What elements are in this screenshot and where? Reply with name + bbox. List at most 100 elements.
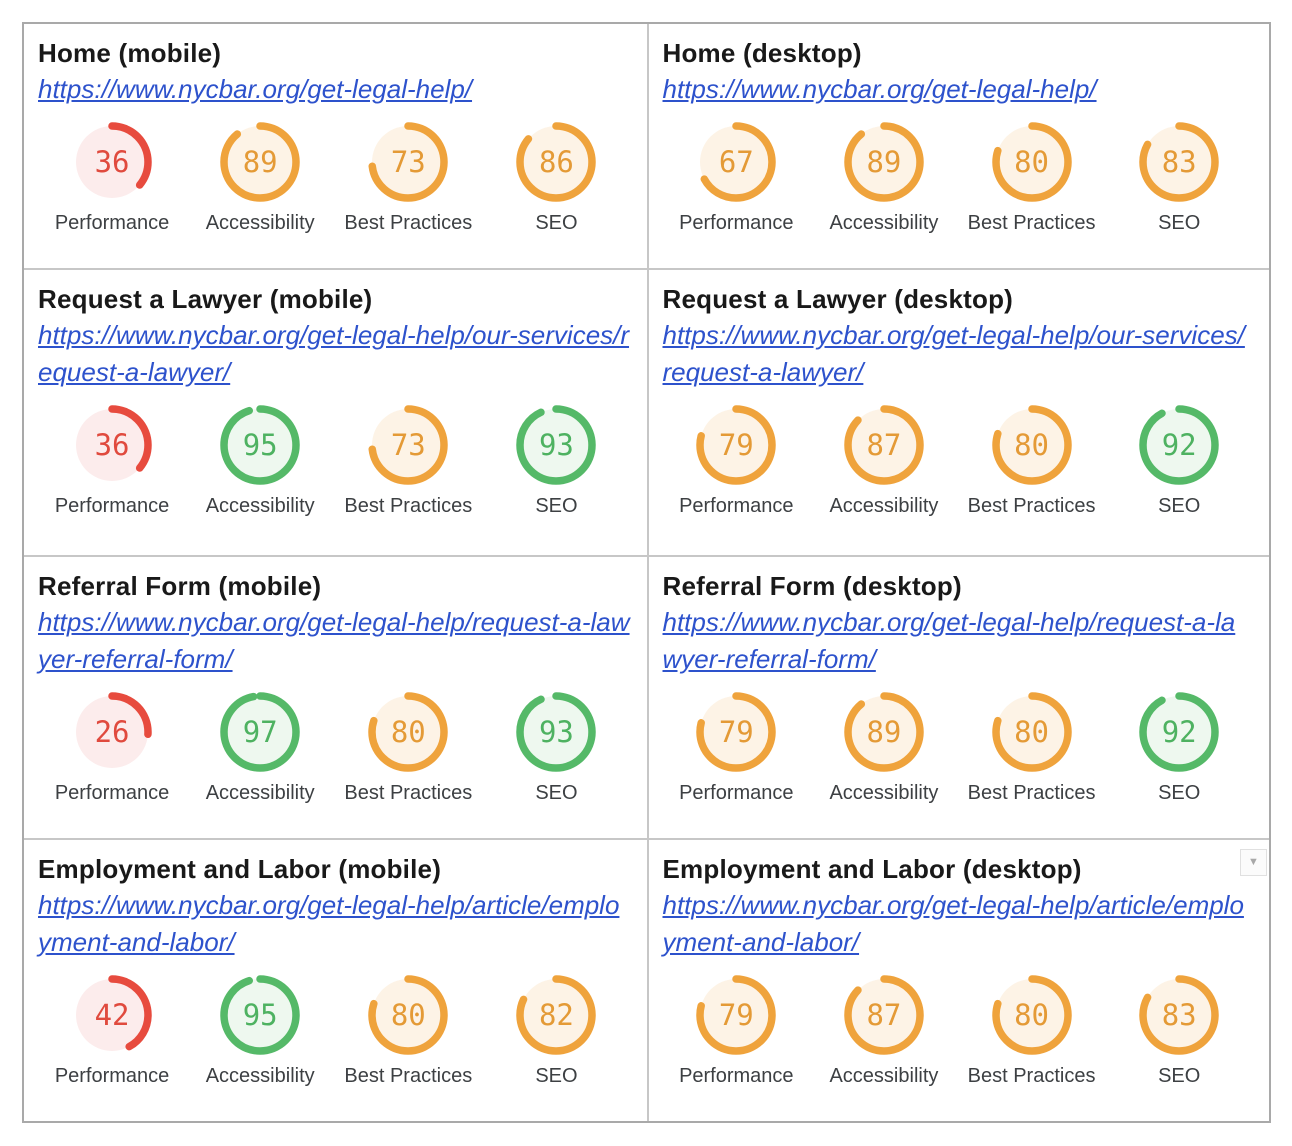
score-gauge-seo: 83	[1137, 973, 1221, 1057]
category-label: Best Practices	[967, 1065, 1096, 1087]
category-label: Best Practices	[967, 495, 1096, 517]
score-gauge-best-practices: 73	[366, 403, 450, 487]
page-url-link[interactable]: https://www.nycbar.org/get-legal-help/	[38, 74, 473, 104]
score-value: 97	[242, 714, 278, 749]
dropdown-arrow-icon: ▼	[1248, 856, 1259, 868]
score-gauge-row: 36 Performance 89 Accessibility 73 Best Pract…	[38, 120, 631, 235]
score-gauge-performance: 36	[70, 120, 154, 204]
category-label: Performance	[54, 1065, 170, 1087]
score-category-performance: 67 Performance	[663, 120, 811, 235]
report-cell: Request a Lawyer (mobile) https://www.nyc…	[24, 268, 647, 555]
score-value: 80	[1014, 714, 1050, 749]
page-url-link[interactable]: https://www.nycbar.org/get-legal-help/ar…	[38, 890, 620, 957]
score-category-seo: 86 SEO	[482, 120, 630, 235]
score-value: 87	[866, 427, 902, 462]
score-gauge-accessibility: 87	[842, 403, 926, 487]
page-title: Employment and Labor (mobile)	[38, 854, 442, 884]
score-value: 73	[390, 427, 426, 462]
score-value: 80	[1014, 427, 1050, 462]
score-gauge-seo: 93	[514, 403, 598, 487]
score-category-accessibility: 95 Accessibility	[186, 973, 334, 1088]
category-label: Best Practices	[344, 782, 473, 804]
score-value: 95	[242, 997, 278, 1032]
category-label: Accessibility	[205, 212, 315, 234]
score-gauge-performance: 26	[70, 690, 154, 774]
score-category-seo: 83 SEO	[1105, 120, 1253, 235]
score-category-accessibility: 95 Accessibility	[186, 403, 334, 518]
score-table: Home (mobile) https://www.nycbar.org/get-…	[22, 22, 1271, 1123]
category-label: Accessibility	[829, 1065, 939, 1087]
score-value: 89	[242, 144, 278, 179]
score-gauge-row: 79 Performance 87 Accessibility 80 Best Pract…	[663, 973, 1254, 1088]
page-title: Home (mobile)	[38, 38, 222, 68]
score-gauge-seo: 93	[514, 690, 598, 774]
page-url-link[interactable]: https://www.nycbar.org/get-legal-help/re…	[38, 607, 630, 674]
category-label: Best Practices	[967, 782, 1096, 804]
score-value: 95	[242, 427, 278, 462]
page-url-link[interactable]: https://www.nycbar.org/get-legal-help/	[662, 74, 1097, 104]
score-gauge-best-practices: 80	[366, 973, 450, 1057]
score-gauge-best-practices: 80	[990, 403, 1074, 487]
score-category-accessibility: 89 Accessibility	[810, 120, 958, 235]
page-url-link[interactable]: https://www.nycbar.org/get-legal-help/ou…	[662, 320, 1245, 387]
score-gauge-performance: 67	[694, 120, 778, 204]
score-category-performance: 36 Performance	[38, 403, 186, 518]
category-label: SEO	[535, 1065, 578, 1087]
score-value: 26	[94, 714, 130, 749]
category-label: Best Practices	[967, 212, 1096, 234]
score-value: 83	[1161, 997, 1197, 1032]
category-label: Performance	[679, 1065, 794, 1087]
page-title: Request a Lawyer (mobile)	[38, 284, 373, 314]
score-gauge-accessibility: 89	[842, 690, 926, 774]
category-label: Performance	[54, 495, 170, 517]
score-gauge-best-practices: 80	[990, 973, 1074, 1057]
category-label: Performance	[54, 212, 170, 234]
score-gauge-seo: 83	[1137, 120, 1221, 204]
report-cell: Home (mobile) https://www.nycbar.org/get-…	[24, 24, 647, 268]
score-value: 80	[390, 997, 426, 1032]
score-gauge-performance: 79	[694, 690, 778, 774]
score-category-best-practices: 80 Best Practices	[334, 973, 482, 1088]
score-value: 93	[538, 714, 574, 749]
score-category-best-practices: 80 Best Practices	[958, 120, 1106, 235]
category-label: SEO	[1158, 1065, 1201, 1087]
score-category-accessibility: 89 Accessibility	[810, 690, 958, 805]
score-category-performance: 79 Performance	[663, 403, 811, 518]
dropdown-button[interactable]: ▼	[1240, 849, 1267, 876]
score-gauge-performance: 79	[694, 973, 778, 1057]
score-gauge-row: 79 Performance 87 Accessibility 80 Best Pract…	[663, 403, 1254, 518]
score-value: 80	[1014, 144, 1050, 179]
score-gauge-row: 67 Performance 89 Accessibility 80 Best Pract…	[663, 120, 1254, 235]
score-category-accessibility: 97 Accessibility	[186, 690, 334, 805]
score-category-best-practices: 73 Best Practices	[334, 403, 482, 518]
page-url-link[interactable]: https://www.nycbar.org/get-legal-help/re…	[662, 607, 1236, 674]
category-label: Best Practices	[344, 212, 473, 234]
score-value: 92	[1161, 427, 1197, 462]
category-label: SEO	[1158, 212, 1201, 234]
report-cell: Referral Form (desktop) https://www.nycba…	[646, 555, 1269, 838]
score-value: 82	[538, 997, 574, 1032]
category-label: SEO	[535, 212, 578, 234]
score-value: 73	[390, 144, 426, 179]
score-gauge-best-practices: 73	[366, 120, 450, 204]
page-title: Home (desktop)	[662, 38, 862, 68]
score-category-performance: 42 Performance	[38, 973, 186, 1088]
score-value: 93	[538, 427, 574, 462]
category-label: Accessibility	[205, 782, 315, 804]
score-category-seo: 92 SEO	[1105, 403, 1253, 518]
score-value: 92	[1161, 714, 1197, 749]
score-category-best-practices: 80 Best Practices	[958, 690, 1106, 805]
page-title: Request a Lawyer (desktop)	[662, 284, 1014, 314]
score-gauge-performance: 79	[694, 403, 778, 487]
score-gauge-best-practices: 80	[990, 120, 1074, 204]
report-cell: Employment and Labor (desktop) https://ww…	[646, 838, 1269, 1121]
page-url-link[interactable]: https://www.nycbar.org/get-legal-help/ou…	[38, 320, 630, 387]
page-url-link[interactable]: https://www.nycbar.org/get-legal-help/ar…	[662, 890, 1244, 957]
page-title: Referral Form (desktop)	[662, 571, 962, 601]
score-category-performance: 79 Performance	[663, 690, 811, 805]
score-category-performance: 26 Performance	[38, 690, 186, 805]
score-category-seo: 92 SEO	[1105, 690, 1253, 805]
score-category-seo: 82 SEO	[482, 973, 630, 1088]
score-value: 87	[866, 997, 902, 1032]
score-gauge-accessibility: 95	[218, 403, 302, 487]
